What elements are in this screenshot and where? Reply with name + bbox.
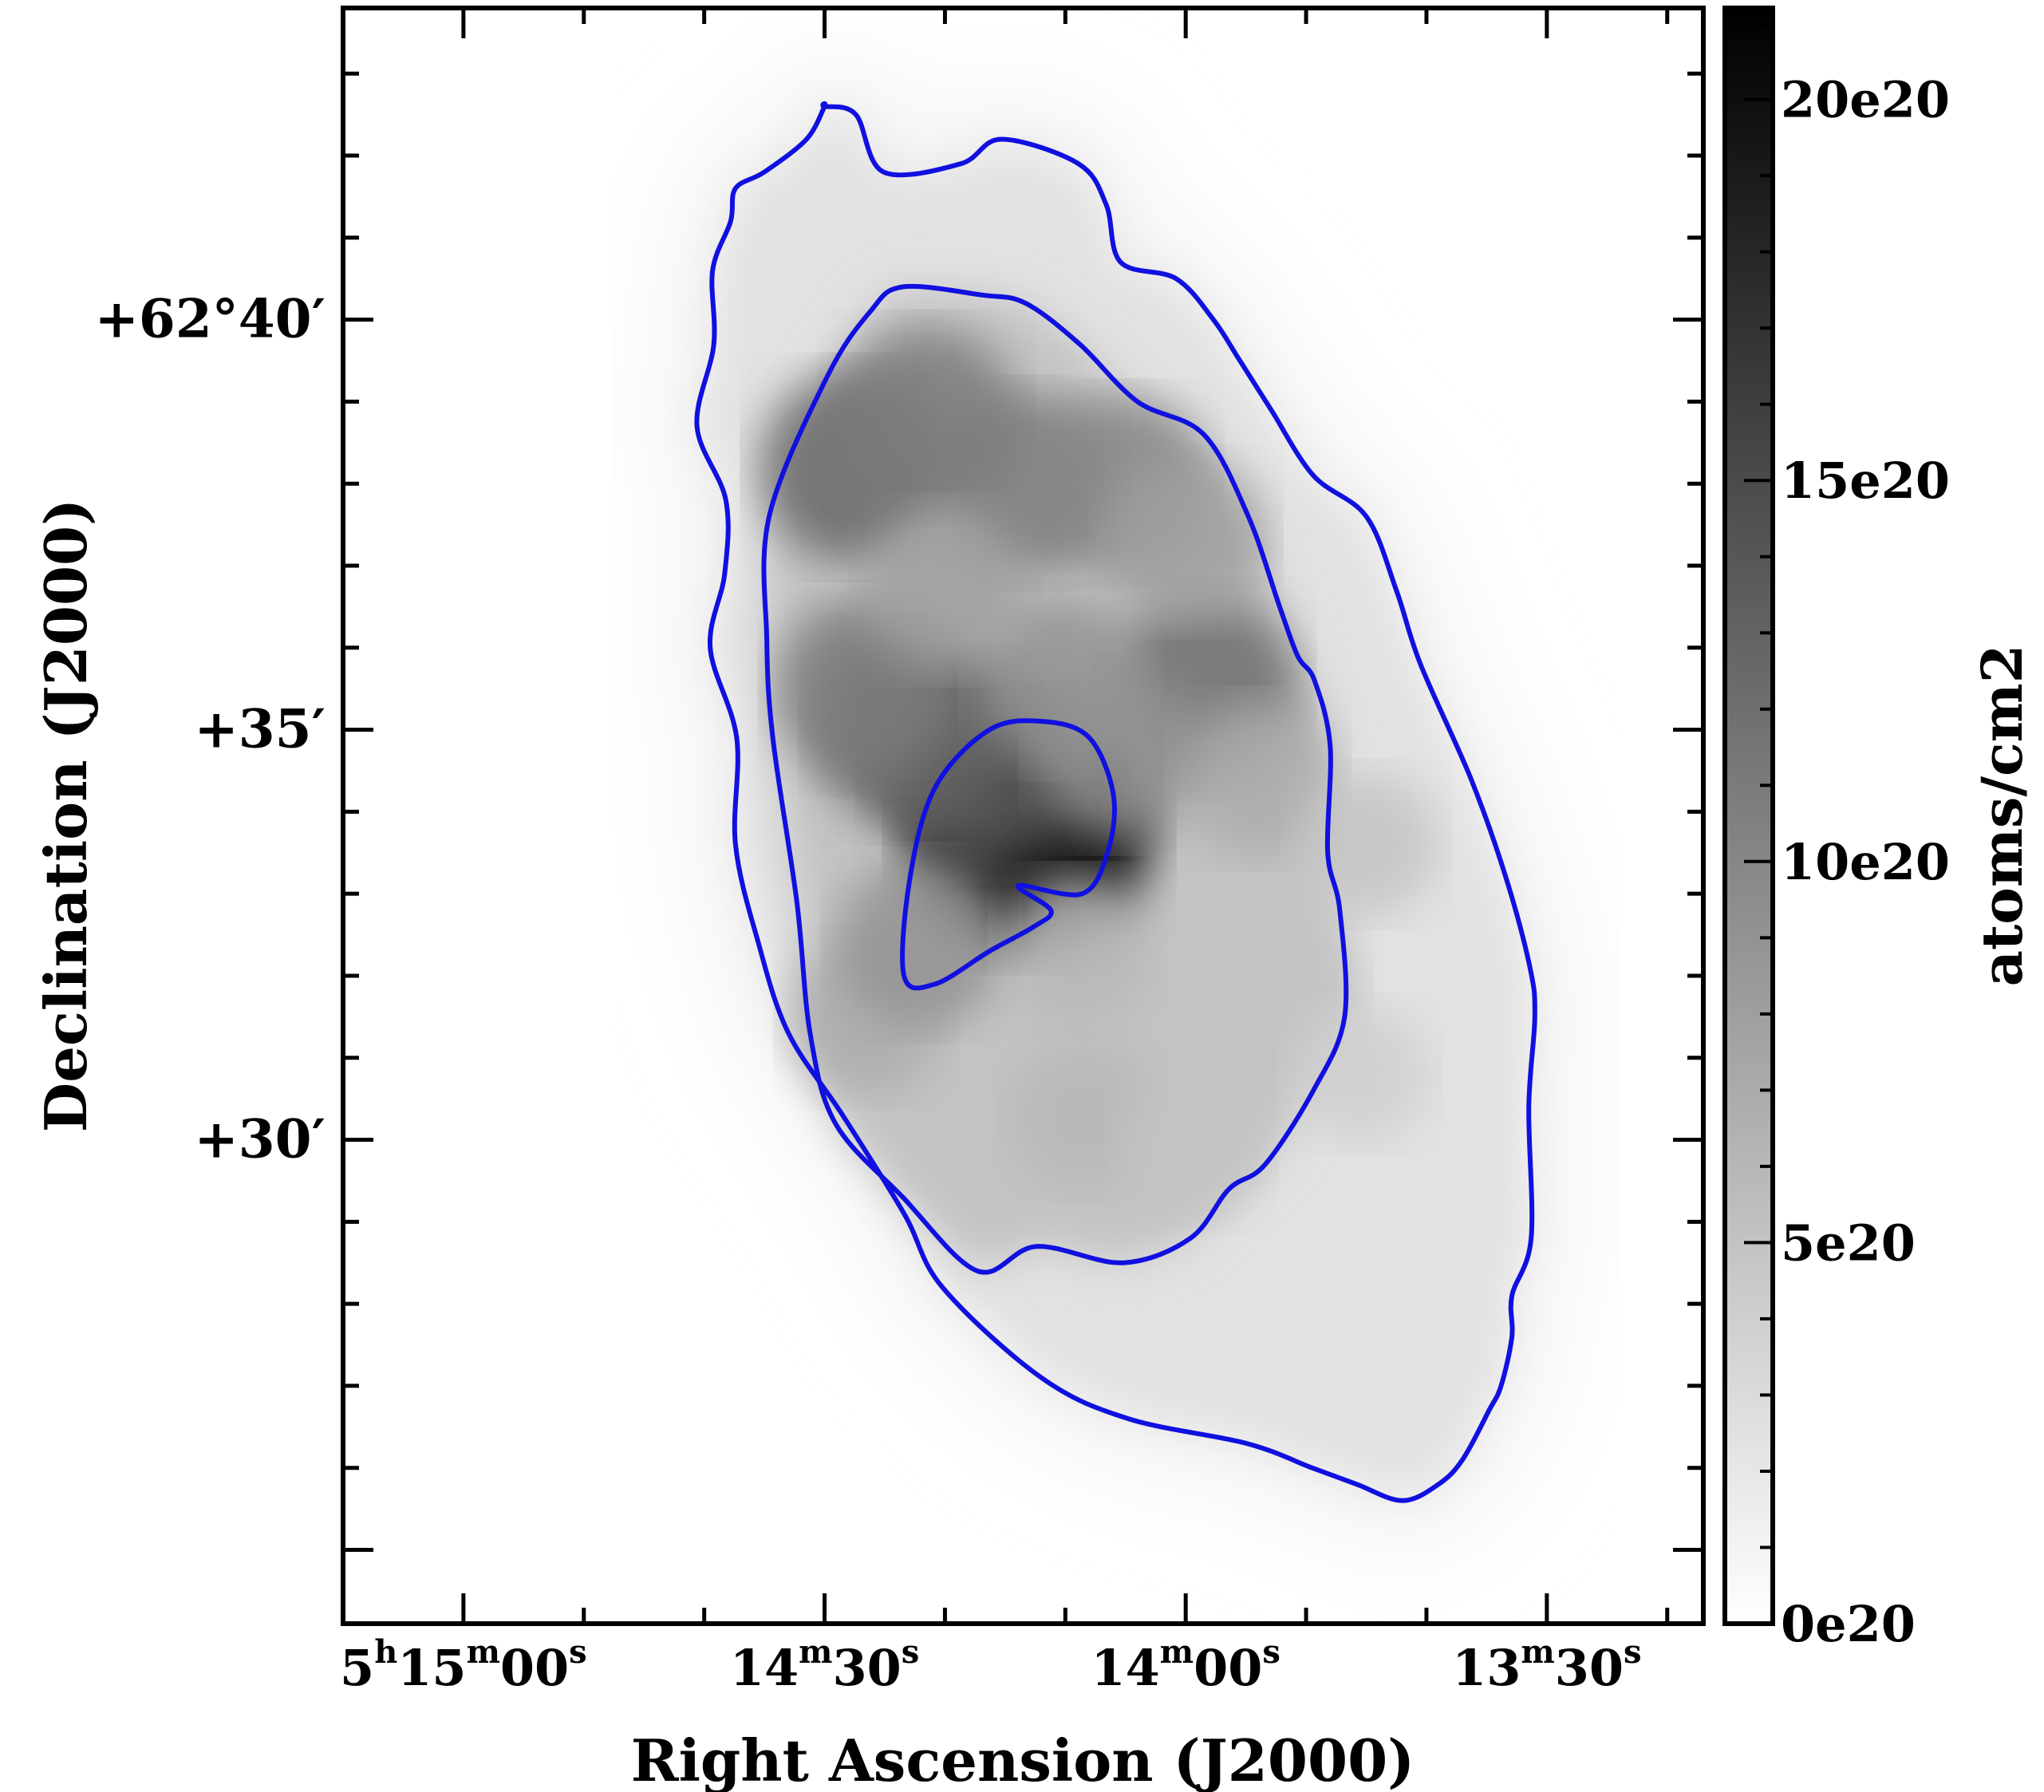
- density-peak-11: [1179, 701, 1336, 858]
- colorbar-ticks: [1744, 22, 1773, 1625]
- y-axis-title: Declination (J2000): [32, 499, 100, 1132]
- contour-level-2: [761, 283, 1349, 1275]
- density-peak-13: [836, 858, 1006, 1028]
- colorbar: 20e20 15e20 10e20 5e20 0e20 atoms/cm2: [1722, 6, 2035, 1653]
- y-tick-label-0: +62°40′: [95, 288, 326, 350]
- colorbar-tick-label-2: 10e20: [1781, 833, 1950, 891]
- plot-frame: [341, 6, 1706, 1626]
- x-tick-label-0: 5h15m00s: [340, 1633, 587, 1697]
- x-tick-label-2: 14m00s: [1091, 1633, 1280, 1697]
- density-peak-18: [1104, 460, 1268, 623]
- density-peak-10: [1035, 669, 1205, 839]
- y-tick-label-1: +35′: [194, 698, 326, 760]
- colorbar-gradient: [1725, 8, 1773, 1624]
- x-tick-label-1: 14m30s: [730, 1633, 919, 1697]
- colorbar-tick-label-3: 5e20: [1781, 1214, 1916, 1272]
- colorbar-tick-label-1: 15e20: [1781, 452, 1950, 510]
- colorbar-title: atoms/cm2: [1969, 645, 2035, 987]
- density-peak-16: [1119, 1076, 1264, 1220]
- density-peak-14: [1002, 876, 1153, 1027]
- colorbar-tick-label-0: 20e20: [1781, 71, 1950, 129]
- x-tick-label-3: 13m30s: [1452, 1633, 1641, 1697]
- density-peak-19: [863, 508, 1027, 672]
- heatmap-image: [343, 8, 1703, 1624]
- y-tick-label-2: +30′: [194, 1108, 326, 1170]
- x-tick-labels: 5h15m00s 14m30s 14m00s 13m30s: [340, 1633, 1642, 1697]
- density-peak-21: [1291, 1005, 1429, 1143]
- colorbar-tick-label-4: 0e20: [1781, 1595, 1916, 1653]
- density-peak-20: [1294, 772, 1438, 917]
- x-axis-ticks: [461, 8, 1670, 1624]
- x-axis-title: Right Ascension (J2000): [631, 1727, 1415, 1792]
- contour-layer: [694, 101, 1537, 1503]
- y-tick-labels: +62°40′ +35′ +30′: [95, 288, 326, 1170]
- contour-level-3: [900, 718, 1117, 991]
- y-axis-ticks: [343, 71, 1703, 1552]
- contour-level-1: [694, 101, 1537, 1503]
